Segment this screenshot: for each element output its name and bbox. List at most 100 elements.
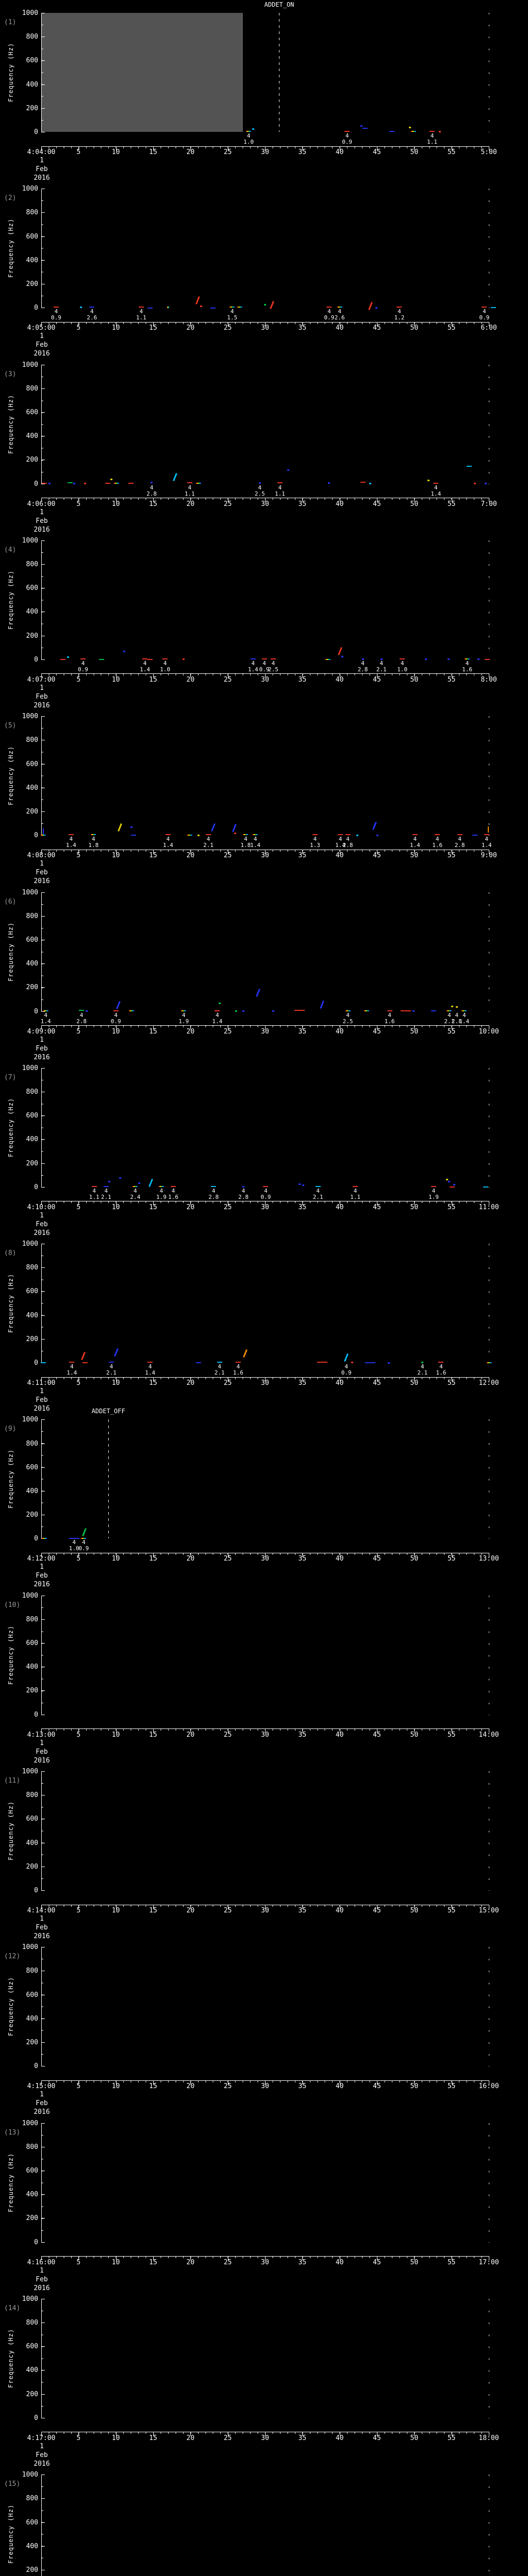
frequency-axis-label: Frequency (Hz) bbox=[7, 2504, 14, 2564]
detection-value: 1.4 bbox=[212, 1018, 223, 1025]
detection-value: 1.4 bbox=[250, 842, 261, 849]
detection-label: 4 0.9 bbox=[321, 309, 337, 321]
detection-label: 4 2.8 bbox=[206, 1188, 221, 1200]
panel-index-label: (4) bbox=[4, 546, 16, 554]
y-axis bbox=[41, 189, 42, 309]
detection-marker bbox=[360, 482, 366, 483]
x-major-tick bbox=[116, 1026, 117, 1029]
date-label: 1 bbox=[40, 1915, 44, 1923]
y-minor-ticks bbox=[42, 1595, 43, 1715]
x-tick-label: 40 bbox=[335, 1379, 344, 1387]
detection-marker bbox=[320, 1000, 325, 1009]
detection-label: 4 2.1 bbox=[415, 1364, 430, 1376]
detection-marker bbox=[298, 1183, 301, 1185]
x-end-time-label: 15:00 bbox=[478, 1907, 499, 1914]
x-tick-label: 5 bbox=[76, 2258, 81, 2266]
detection-marker bbox=[451, 1006, 454, 1008]
x-end-time-label: 18:00 bbox=[478, 2434, 499, 2442]
x-major-tick bbox=[78, 1377, 79, 1381]
detection-count: 4 bbox=[253, 836, 257, 843]
detection-label: 4 0.9 bbox=[257, 660, 272, 673]
x-major-tick bbox=[414, 1553, 415, 1557]
detection-label: 4 2.8 bbox=[340, 836, 356, 849]
x-major-tick bbox=[265, 674, 266, 678]
detection-marker bbox=[473, 482, 476, 484]
x-tick-label: 20 bbox=[186, 1555, 195, 1563]
detection-count: 4 bbox=[388, 1011, 391, 1019]
detection-count: 4 bbox=[236, 1363, 240, 1370]
detection-value: 1.4 bbox=[431, 490, 441, 497]
x-major-tick bbox=[116, 1905, 117, 1909]
x-major-tick bbox=[302, 146, 303, 150]
frequency-axis-label: Frequency (Hz) bbox=[7, 570, 14, 630]
detection-label: 4 1.1 bbox=[87, 1188, 102, 1200]
detection-marker bbox=[427, 479, 430, 481]
x-major-tick bbox=[78, 146, 79, 150]
detection-marker bbox=[412, 834, 418, 836]
x-tick-label: 50 bbox=[410, 1907, 419, 1914]
detection-count: 4 bbox=[246, 132, 251, 139]
y-tick-label: 800 bbox=[26, 33, 38, 41]
y-tick-label: 600 bbox=[26, 1639, 38, 1648]
detection-marker bbox=[353, 1185, 358, 1187]
detection-count: 4 bbox=[114, 1011, 118, 1019]
y-minor-ticks bbox=[42, 13, 43, 132]
detection-marker bbox=[41, 483, 47, 484]
detection-value: 1.0 bbox=[243, 139, 254, 145]
detection-marker bbox=[412, 1010, 415, 1012]
x-start-time-label: 4:14:00 bbox=[27, 1907, 56, 1914]
x-tick-label: 55 bbox=[447, 1907, 456, 1914]
detection-count: 4 bbox=[361, 659, 365, 667]
y-tick-label: 800 bbox=[26, 912, 38, 920]
detection-label: 4 2.8 bbox=[355, 660, 371, 673]
y-tick-label: 400 bbox=[26, 2014, 38, 2023]
x-tick-label: 55 bbox=[447, 500, 456, 508]
date-label: 1 bbox=[40, 1036, 44, 1044]
detection-count: 4 bbox=[251, 659, 255, 667]
detection-value: 2.8 bbox=[208, 1193, 219, 1200]
x-tick-label: 30 bbox=[261, 148, 269, 156]
date-label: 2016 bbox=[34, 174, 50, 182]
annotation-text: ADDET_ON bbox=[264, 1, 294, 8]
x-major-tick bbox=[265, 322, 266, 326]
detection-count: 4 bbox=[345, 132, 349, 139]
detection-count: 4 bbox=[485, 836, 488, 843]
x-major-tick bbox=[153, 850, 154, 854]
date-label: 1 bbox=[40, 508, 44, 516]
x-tick-label: 20 bbox=[186, 675, 195, 684]
x-major-tick bbox=[302, 498, 303, 502]
frequency-axis-label: Frequency (Hz) bbox=[7, 745, 14, 805]
x-major-tick bbox=[41, 1729, 42, 1733]
x-major-tick bbox=[302, 322, 303, 326]
x-tick-label: 10 bbox=[111, 675, 120, 684]
detection-value: 1.1 bbox=[184, 490, 195, 497]
detection-marker bbox=[337, 307, 342, 308]
x-tick-label: 5 bbox=[76, 1379, 81, 1387]
detection-marker bbox=[430, 131, 435, 132]
x-tick-label: 45 bbox=[373, 1555, 381, 1563]
detection-marker bbox=[129, 1010, 135, 1012]
x-major-tick bbox=[116, 498, 117, 502]
detection-marker bbox=[368, 301, 373, 310]
x-major-tick bbox=[78, 674, 79, 678]
detection-label: 4 1.0 bbox=[241, 133, 256, 145]
x-major-tick bbox=[414, 2080, 415, 2084]
detection-label: 4 2.5 bbox=[252, 484, 268, 497]
y-major-tick bbox=[42, 1315, 45, 1316]
y-major-tick bbox=[42, 2242, 45, 2243]
y-tick-label: 800 bbox=[26, 2495, 38, 2503]
x-major-tick bbox=[414, 850, 415, 854]
y-minor-ticks bbox=[42, 364, 43, 484]
x-tick-label: 40 bbox=[335, 2434, 344, 2442]
detection-count: 4 bbox=[72, 1539, 76, 1546]
x-tick-label: 50 bbox=[410, 1203, 419, 1211]
x-start-time-label: 4:15:00 bbox=[27, 2082, 56, 2091]
x-major-tick bbox=[265, 1026, 266, 1029]
detection-label: 4 1.0 bbox=[394, 660, 410, 673]
x-tick-label: 25 bbox=[223, 1555, 232, 1563]
x-tick-label: 20 bbox=[186, 324, 195, 332]
x-tick-label: 25 bbox=[223, 500, 232, 508]
y-tick-label: 400 bbox=[26, 80, 38, 89]
detection-marker bbox=[270, 300, 275, 309]
detection-value: 2.1 bbox=[444, 1018, 455, 1025]
